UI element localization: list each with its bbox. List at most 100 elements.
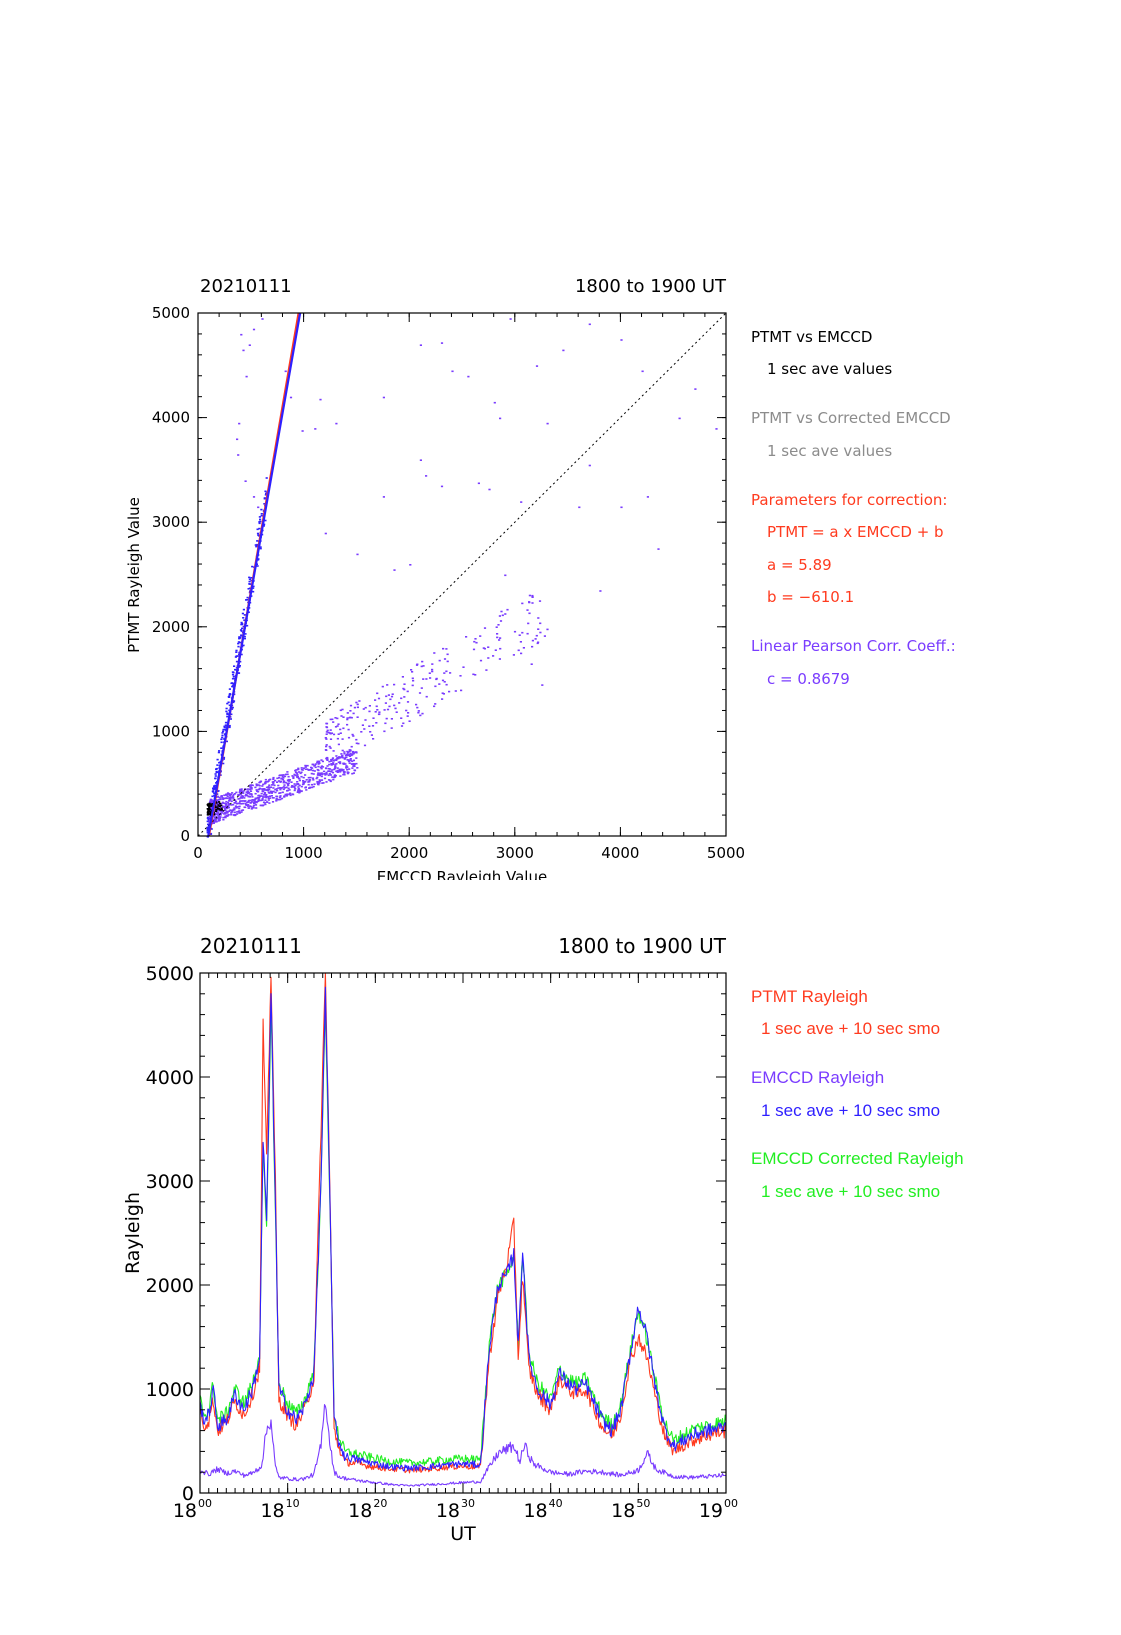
scatter-point <box>206 828 209 831</box>
scatter-point <box>230 708 234 710</box>
scatter-point <box>228 800 231 802</box>
scatter-point <box>257 800 260 802</box>
scatter-point <box>218 818 221 820</box>
scatter-point <box>239 636 242 639</box>
scatter-point <box>520 652 523 655</box>
scatter-point <box>341 738 344 740</box>
scatter-point <box>343 751 346 753</box>
scatter-point <box>297 786 300 788</box>
scatter-point <box>269 786 273 788</box>
scatter-point <box>251 799 254 801</box>
scatter-point <box>384 702 387 704</box>
scatter-point <box>281 787 284 789</box>
scatter-point <box>218 761 221 764</box>
scatter-point <box>264 803 267 806</box>
scatter-point <box>248 583 251 585</box>
scatter-point <box>246 599 249 601</box>
scatter-point <box>328 768 332 770</box>
scatter-point <box>236 811 239 813</box>
scatter-point <box>293 773 296 776</box>
scatter-point <box>279 788 282 791</box>
scatter-point <box>620 506 623 509</box>
scatter-point <box>321 782 324 784</box>
scatter-point <box>271 781 274 783</box>
scatter-point <box>535 365 539 367</box>
scatter-point <box>411 671 414 673</box>
scatter-point <box>223 725 226 728</box>
scatter-point <box>537 617 540 619</box>
scatter-point <box>266 795 269 798</box>
scatter-point <box>242 625 245 628</box>
scatter-y-tick-label: 3000 <box>152 513 190 531</box>
scatter-point <box>488 488 491 491</box>
scatter-point <box>221 732 224 734</box>
scatter-point <box>259 795 262 797</box>
scatter-point <box>400 725 404 727</box>
scatter-point <box>326 765 329 767</box>
scatter-point <box>234 799 237 801</box>
scatter-point <box>342 773 345 776</box>
scatter-point <box>336 717 339 720</box>
scatter-point <box>255 789 258 791</box>
timeseries-legend-emccd-sub: 1 sec ave + 10 sec smo <box>761 1101 941 1120</box>
scatter-point <box>372 738 375 740</box>
scatter-point <box>247 805 250 807</box>
scatter-point <box>307 783 310 786</box>
scatter-point <box>263 802 266 804</box>
scatter-time-range: 1800 to 1900 UT <box>575 276 727 297</box>
scatter-point <box>274 791 277 794</box>
scatter-point <box>224 804 227 806</box>
scatter-point <box>345 767 348 769</box>
scatter-point <box>207 809 210 811</box>
scatter-point <box>363 728 366 730</box>
scatter-point <box>278 796 282 799</box>
timeseries-y-axis-label: Rayleigh <box>122 1192 144 1274</box>
scatter-point <box>241 795 244 797</box>
scatter-point <box>341 755 344 757</box>
scatter-point <box>248 344 251 346</box>
scatter-point <box>349 752 352 755</box>
scatter-point <box>300 785 303 788</box>
scatter-point <box>398 702 401 704</box>
scatter-point <box>234 813 237 816</box>
scatter-point <box>215 805 218 807</box>
scatter-point <box>412 679 415 682</box>
scatter-point <box>335 763 338 765</box>
scatter-point <box>256 543 259 546</box>
scatter-point <box>531 596 534 598</box>
scatter-point <box>214 788 217 790</box>
scatter-point <box>324 737 327 739</box>
scatter-point <box>383 730 386 733</box>
scatter-point <box>239 796 242 798</box>
scatter-point <box>333 767 337 770</box>
scatter-point <box>224 812 227 814</box>
scatter-point <box>207 803 210 805</box>
scatter-point <box>230 813 233 816</box>
scatter-point <box>485 669 488 671</box>
scatter-point <box>519 641 522 643</box>
scatter-point <box>207 816 210 819</box>
scatter-point <box>227 793 230 795</box>
scatter-point <box>513 630 517 633</box>
scatter-point <box>307 776 310 779</box>
scatter-point <box>228 798 231 801</box>
scatter-point <box>410 669 413 671</box>
scatter-point <box>216 801 219 803</box>
scatter-point <box>233 793 237 795</box>
scatter-point <box>247 611 250 613</box>
scatter-point <box>231 706 234 709</box>
scatter-point <box>220 810 223 813</box>
scatter-point <box>276 781 279 783</box>
scatter-point <box>221 812 224 814</box>
scatter-point <box>251 796 254 798</box>
scatter-point <box>213 792 216 795</box>
scatter-point <box>351 767 354 769</box>
scatter-point <box>248 587 252 590</box>
scatter-point <box>390 718 393 720</box>
scatter-point <box>263 503 266 505</box>
scatter-point <box>431 670 434 673</box>
scatter-point <box>244 803 248 806</box>
scatter-point <box>448 690 451 693</box>
scatter-point <box>391 693 394 695</box>
scatter-point <box>246 794 249 797</box>
